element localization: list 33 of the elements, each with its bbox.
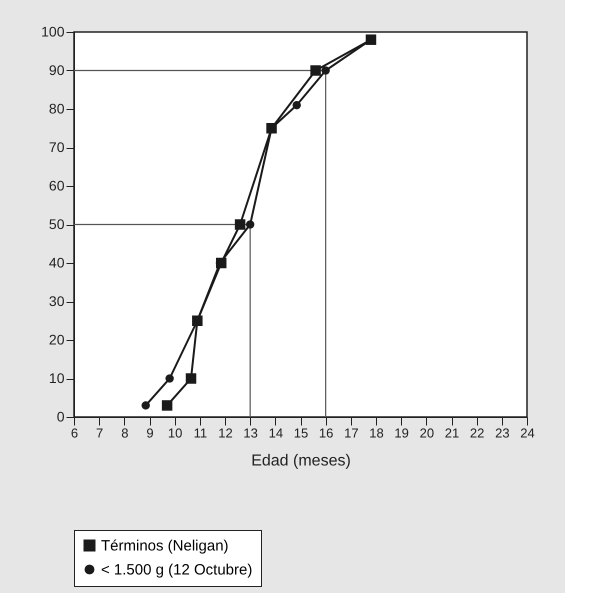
y-tick-label: 0 <box>56 408 65 424</box>
x-tick-label: 23 <box>495 426 510 440</box>
x-tick-label: 11 <box>194 426 208 440</box>
y-tick-label: 70 <box>48 139 65 155</box>
y-tick-label: 10 <box>48 370 65 386</box>
x-tick-label: 17 <box>344 426 359 440</box>
y-tick-label: 30 <box>48 293 65 309</box>
legend-label: < 1.500 g (12 Octubre) <box>101 562 252 578</box>
x-tick-label: 19 <box>394 426 409 440</box>
x-tick-label: 18 <box>369 426 384 440</box>
x-tick-label: 14 <box>268 426 284 440</box>
y-tick-label: 50 <box>48 216 65 232</box>
y-tick-label: 80 <box>48 100 65 116</box>
x-axis-title: Edad (meses) <box>251 452 351 470</box>
legend-label: Términos (Neligan) <box>101 538 229 554</box>
x-tick-label: 21 <box>444 426 460 440</box>
x-tick-label: 13 <box>243 426 258 440</box>
x-tick-label: 8 <box>121 426 128 440</box>
x-tick-label: 22 <box>470 426 484 440</box>
x-tick-label: 15 <box>294 426 308 440</box>
x-tick-label: 9 <box>146 426 154 440</box>
y-tick-label: 20 <box>48 332 65 348</box>
y-tick-label: 60 <box>48 178 65 194</box>
x-tick-label: 12 <box>218 426 233 440</box>
y-tick-label: 100 <box>41 24 65 40</box>
x-tick-label: 10 <box>168 426 182 440</box>
y-tick-label: 40 <box>48 254 65 270</box>
x-tick-label: 16 <box>318 426 334 440</box>
x-tick-label: 24 <box>520 426 535 440</box>
x-tick-label: 20 <box>420 426 434 440</box>
y-tick-label: 90 <box>48 62 65 78</box>
x-tick-label: 7 <box>96 426 104 440</box>
x-tick-label: 6 <box>70 426 78 440</box>
